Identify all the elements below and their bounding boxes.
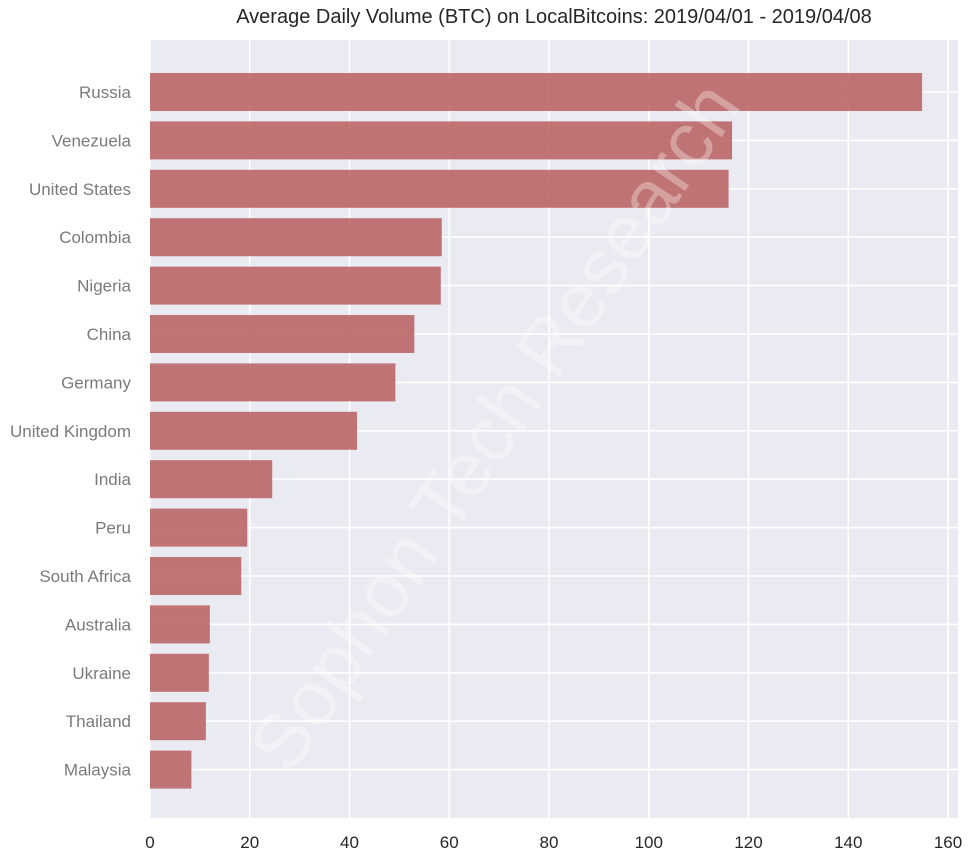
bar-malaysia xyxy=(150,750,192,789)
y-tick-label: United States xyxy=(29,180,131,199)
bar-nigeria xyxy=(150,266,441,305)
y-tick-label: South Africa xyxy=(39,567,131,586)
bar-australia xyxy=(150,605,210,644)
y-tick-label: Thailand xyxy=(66,712,131,731)
bar-thailand xyxy=(150,702,206,741)
y-tick-label: Germany xyxy=(61,373,131,392)
x-tick-labels: 0 20 40 60 80 100 120 140 160 xyxy=(145,833,962,852)
y-tick-label: Venezuela xyxy=(52,131,132,150)
y-tick-label: India xyxy=(94,470,131,489)
y-tick-label: Ukraine xyxy=(72,664,131,683)
y-tick-label: Malaysia xyxy=(64,761,132,780)
y-tick-label: Nigeria xyxy=(77,277,131,296)
y-tick-labels: Russia Venezuela United States Colombia Nige… xyxy=(10,83,132,780)
y-tick-label: United Kingdom xyxy=(10,422,131,441)
bars xyxy=(150,73,923,789)
x-tick-label: 160 xyxy=(934,833,962,852)
bar-peru xyxy=(150,508,248,547)
x-tick-label: 80 xyxy=(540,833,559,852)
y-tick-label: Australia xyxy=(65,615,132,634)
x-tick-label: 0 xyxy=(145,833,154,852)
bar-china xyxy=(150,315,415,353)
bar-united-kingdom xyxy=(150,411,357,450)
y-tick-label: Peru xyxy=(95,519,131,538)
x-tick-label: 20 xyxy=(240,833,259,852)
bar-russia xyxy=(150,73,923,111)
x-tick-label: 60 xyxy=(440,833,459,852)
bar-united-states xyxy=(150,169,729,208)
bar-ukraine xyxy=(150,653,209,692)
bar-venezuela xyxy=(150,121,733,160)
bar-south-africa xyxy=(150,557,242,595)
bar-germany xyxy=(150,363,396,402)
x-tick-label: 120 xyxy=(734,833,762,852)
y-tick-label: Russia xyxy=(79,83,132,102)
bar-india xyxy=(150,460,273,499)
y-tick-label: China xyxy=(87,325,132,344)
bar-colombia xyxy=(150,218,442,257)
x-tick-label: 40 xyxy=(340,833,359,852)
chart-title: Average Daily Volume (BTC) on LocalBitco… xyxy=(236,6,872,28)
y-tick-label: Colombia xyxy=(59,228,131,247)
x-tick-label: 100 xyxy=(635,833,663,852)
x-tick-label: 140 xyxy=(834,833,862,852)
